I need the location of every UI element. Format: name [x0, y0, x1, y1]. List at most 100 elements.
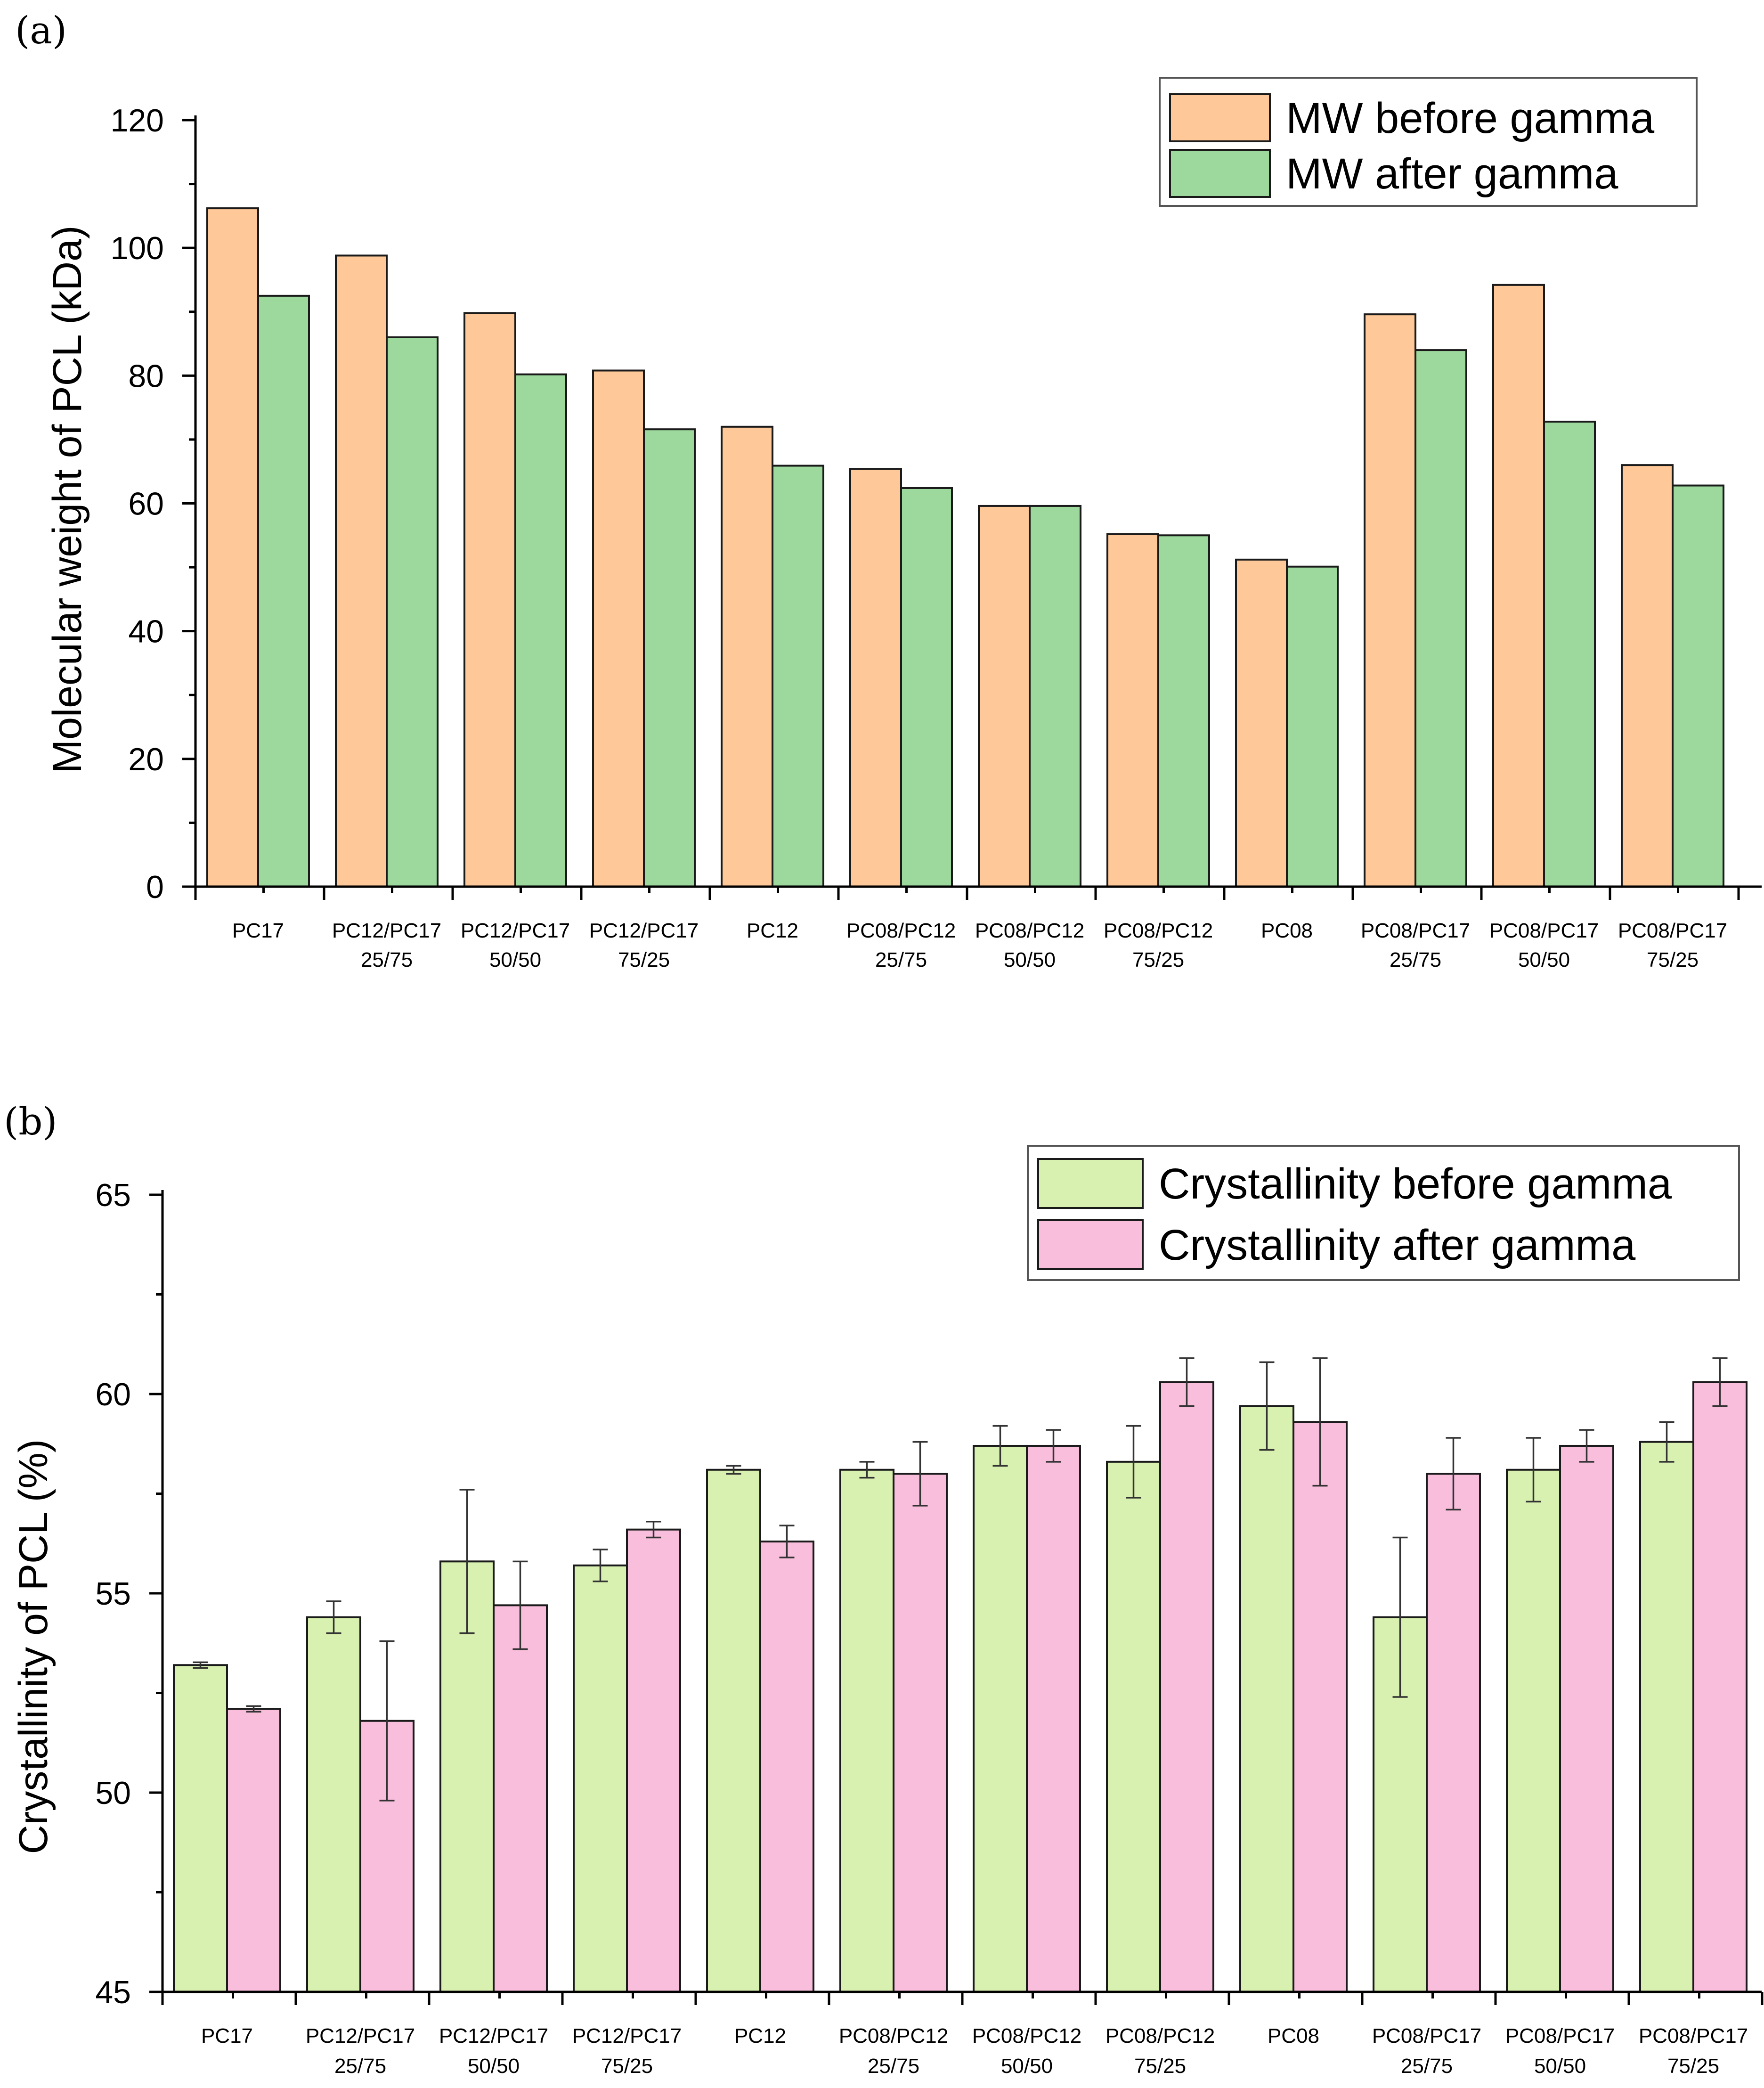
bar-b-s1-c7 [1159, 1381, 1214, 1993]
x-tick-label-a-10-0: PC08/PC17 [1489, 919, 1599, 942]
axes-a: PC17 PC12/PC17 25/75 PC12/PC17 50/50 PC12/PC1… [111, 103, 1762, 971]
y-tick-label-b-0: 45 [95, 1974, 131, 2010]
y-tick-label-a-3: 60 [128, 486, 164, 522]
legend-swatch-b-1 [1037, 1219, 1144, 1270]
x-tick-label-a-9-1: 25/75 [1390, 948, 1441, 971]
x-tick-label-a-4-0: PC12 [747, 919, 798, 942]
bar-b-s1-c10 [1559, 1444, 1614, 1993]
panel-label-b: (b) [4, 1100, 57, 1143]
x-tick-label-a-3-1: 75/25 [618, 948, 670, 971]
x-tick-label-b-10-0: PC08/PC17 [1505, 2024, 1615, 2047]
bar-a-s1-c5 [900, 487, 953, 888]
bar-a-s0-c11 [1621, 464, 1674, 888]
x-tick-label-a-3-0: PC12/PC17 [589, 919, 699, 942]
legend-label-a-0: MW before gamma [1286, 94, 1655, 142]
x-tick-label-a-8-0: PC08 [1261, 919, 1313, 942]
x-tick-label-a-0-0: PC17 [232, 919, 284, 942]
x-tick-label-a-1-0: PC12/PC17 [332, 919, 441, 942]
bar-a-s1-c1 [386, 336, 439, 888]
bars-a [206, 207, 1724, 888]
x-tick-label-b-4-0: PC12 [734, 2024, 786, 2047]
x-tick-label-b-9-1: 25/75 [1401, 2055, 1453, 2078]
x-tick-label-a-11-0: PC08/PC17 [1618, 919, 1727, 942]
bar-a-s0-c4 [721, 425, 773, 888]
x-tick-label-a-2-0: PC12/PC17 [461, 919, 570, 942]
x-tick-label-a-11-1: 75/25 [1647, 948, 1699, 971]
bar-b-s1-c5 [893, 1473, 948, 1993]
x-tick-label-b-2-0: PC12/PC17 [439, 2024, 548, 2047]
y-axis-title-a: Molecular weight of PCL (kDa) [45, 225, 90, 773]
x-tick-label-a-1-1: 25/75 [361, 948, 413, 971]
x-tick-label-b-5-0: PC08/PC12 [839, 2024, 948, 2047]
chart-b: (b) Crystallinity of PCL (%) PC17 PC12/PC… [4, 1100, 1764, 2078]
x-tick-label-b-7-1: 75/25 [1134, 2055, 1186, 2078]
legend-label-a-1: MW after gamma [1286, 150, 1618, 198]
x-tick-label-b-3-0: PC12/PC17 [572, 2024, 682, 2047]
bar-b-s1-c2 [493, 1604, 548, 1993]
x-tick-label-b-9-0: PC08/PC17 [1372, 2024, 1481, 2047]
x-tick-label-a-2-1: 50/50 [489, 948, 541, 971]
y-tick-label-a-6: 120 [111, 103, 164, 139]
x-tick-label-a-9-0: PC08/PC17 [1361, 919, 1470, 942]
x-tick-label-b-5-1: 25/75 [868, 2055, 919, 2078]
x-tick-label-b-0-0: PC17 [201, 2024, 253, 2047]
x-tick-label-b-2-1: 50/50 [468, 2055, 520, 2078]
bar-a-s0-c3 [592, 369, 645, 888]
y-tick-label-b-2: 55 [95, 1576, 131, 1612]
bar-b-s0-c11 [1639, 1441, 1694, 1993]
x-tick-label-a-5-1: 25/75 [875, 948, 927, 971]
x-tick-label-a-10-1: 50/50 [1518, 948, 1570, 971]
y-tick-label-a-5: 100 [111, 230, 164, 266]
legend-b: Crystallinity before gamma Crystallinity … [1027, 1145, 1740, 1281]
x-tick-label-b-11-1: 75/25 [1667, 2055, 1719, 2078]
bar-a-s1-c10 [1543, 420, 1596, 888]
bar-b-s1-c11 [1692, 1381, 1748, 1993]
legend-label-b-1: Crystallinity after gamma [1159, 1221, 1636, 1269]
axes-b: PC17 PC12/PC17 25/75 PC12/PC17 50/50 PC12/PC1… [95, 1177, 1764, 2078]
bar-b-s0-c4 [706, 1468, 761, 1993]
bar-b-s1-c6 [1026, 1444, 1081, 1993]
x-tick-label-b-8-0: PC08 [1268, 2024, 1319, 2047]
bar-b-s0-c0 [173, 1664, 228, 1993]
bar-b-s1-c8 [1293, 1421, 1348, 1993]
x-tick-label-a-6-0: PC08/PC12 [975, 919, 1084, 942]
x-tick-label-b-7-0: PC08/PC12 [1106, 2024, 1215, 2047]
chart-a: (a) Molecular weight of PCL (kDa) PC17 PC… [15, 8, 1762, 971]
y-axis-title-b: Crystallinity of PCL (%) [11, 1439, 56, 1854]
legend-label-b-0: Crystallinity before gamma [1159, 1160, 1672, 1208]
y-tick-label-a-1: 20 [128, 742, 164, 777]
bar-a-s1-c0 [257, 294, 310, 888]
bar-a-s0-c8 [1235, 558, 1288, 888]
legend-swatch-a-0 [1169, 93, 1271, 142]
y-tick-label-b-3: 60 [95, 1377, 131, 1412]
bar-a-s0-c6 [978, 505, 1031, 888]
bar-b-s0-c6 [973, 1444, 1028, 1993]
y-tick-label-b-4: 65 [95, 1177, 131, 1213]
bar-a-s0-c5 [849, 468, 902, 888]
x-tick-label-b-1-0: PC12/PC17 [306, 2024, 415, 2047]
legend-frame-b [1027, 1145, 1740, 1281]
x-tick-label-b-11-0: PC08/PC17 [1639, 2024, 1748, 2047]
bar-a-s0-c10 [1492, 284, 1545, 888]
bar-a-s1-c3 [643, 428, 696, 888]
legend-swatch-b-0 [1037, 1158, 1144, 1209]
y-tick-label-a-2: 40 [128, 614, 164, 650]
y-tick-label-a-0: 0 [146, 869, 164, 905]
x-tick-label-a-5-0: PC08/PC12 [846, 919, 956, 942]
bar-b-s0-c7 [1106, 1460, 1161, 1993]
x-tick-label-b-3-1: 75/25 [601, 2055, 653, 2078]
y-tick-label-b-1: 50 [95, 1775, 131, 1811]
bar-a-s1-c8 [1286, 565, 1339, 888]
bar-a-s0-c1 [335, 254, 388, 888]
bar-a-s1-c11 [1672, 484, 1724, 888]
x-tick-label-a-7-0: PC08/PC12 [1104, 919, 1213, 942]
bar-b-s0-c3 [573, 1564, 628, 1993]
x-tick-label-b-1-1: 25/75 [334, 2055, 386, 2078]
x-tick-label-b-6-1: 50/50 [1001, 2055, 1053, 2078]
bar-a-s0-c9 [1364, 313, 1416, 888]
bar-b-s0-c1 [306, 1616, 361, 1993]
x-tick-label-a-6-1: 50/50 [1004, 948, 1056, 971]
y-tick-label-a-4: 80 [128, 358, 164, 394]
legend-a: MW before gamma MW after gamma [1159, 77, 1698, 207]
bar-b-s1-c3 [626, 1528, 681, 1993]
